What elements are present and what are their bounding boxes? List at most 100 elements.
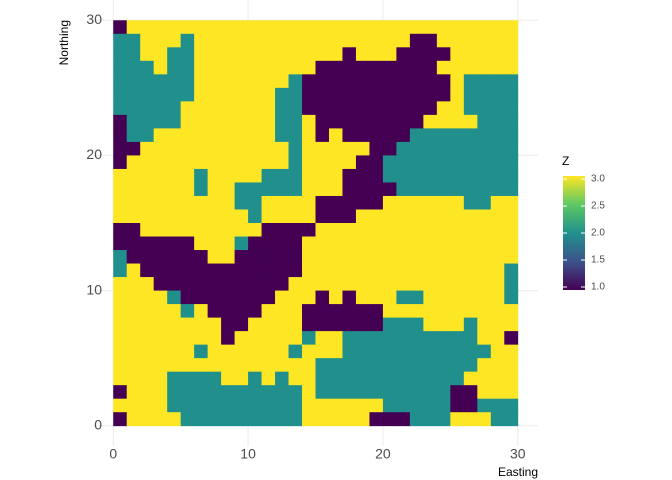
cell <box>248 304 262 319</box>
cell <box>194 358 209 373</box>
cell <box>275 33 289 48</box>
cell <box>288 33 303 48</box>
cell <box>342 114 357 129</box>
cell <box>423 20 438 35</box>
cell <box>180 101 195 116</box>
cell <box>504 412 519 427</box>
cell <box>180 60 195 75</box>
legend-label: 3.0 <box>591 174 605 185</box>
cell <box>423 277 438 291</box>
cell <box>463 344 478 359</box>
cell <box>369 277 384 291</box>
cell <box>342 182 357 197</box>
cell <box>315 317 330 332</box>
cell <box>369 344 384 359</box>
cell <box>234 263 249 278</box>
cell <box>315 385 330 400</box>
cell <box>167 344 182 359</box>
y-axis-title: Northing <box>57 20 71 65</box>
cell <box>153 101 168 116</box>
cell <box>207 47 222 62</box>
cell <box>423 33 438 48</box>
cell <box>396 168 411 183</box>
cell <box>396 263 411 278</box>
cell <box>342 141 357 156</box>
cell <box>490 371 505 386</box>
cell <box>194 304 209 319</box>
cell <box>207 209 222 224</box>
cell <box>328 317 343 332</box>
cell <box>477 398 492 413</box>
cell <box>221 195 235 210</box>
cell <box>261 195 276 210</box>
cell <box>382 141 397 156</box>
cell <box>167 358 182 373</box>
x-axis-title: Easting <box>498 465 538 479</box>
cell <box>126 20 141 35</box>
cell <box>355 344 370 359</box>
cell <box>355 223 370 237</box>
cell <box>248 290 262 305</box>
cell <box>355 128 370 143</box>
cell <box>180 371 195 386</box>
cell <box>436 168 451 183</box>
cell <box>261 33 276 48</box>
cell <box>248 412 262 427</box>
cell <box>450 33 465 48</box>
cell <box>477 371 492 386</box>
cell <box>248 385 262 400</box>
cell <box>167 101 182 116</box>
cell <box>194 47 209 62</box>
cell <box>423 331 438 346</box>
cell <box>221 155 235 170</box>
cell <box>504 250 519 264</box>
cell <box>207 250 222 264</box>
cell <box>328 182 343 197</box>
cell <box>302 358 316 373</box>
cell <box>342 195 357 210</box>
cell <box>504 223 519 237</box>
cell <box>288 101 303 116</box>
cell <box>396 60 411 75</box>
cell <box>113 331 128 346</box>
cell <box>275 87 289 102</box>
cell <box>463 155 478 170</box>
cell <box>221 398 235 413</box>
cell <box>463 290 478 305</box>
cell <box>463 101 478 116</box>
cell <box>436 344 451 359</box>
cell <box>180 385 195 400</box>
cell <box>450 209 465 224</box>
cell <box>207 263 222 278</box>
cell <box>328 47 343 62</box>
cell <box>504 263 519 278</box>
cell <box>315 398 330 413</box>
cell <box>140 263 155 278</box>
cell <box>450 182 465 197</box>
cell <box>490 263 505 278</box>
cell <box>477 209 492 224</box>
cell <box>140 371 155 386</box>
cell <box>463 60 478 75</box>
cell <box>477 128 492 143</box>
cell <box>409 304 424 319</box>
cell <box>382 155 397 170</box>
cell <box>450 141 465 156</box>
cell <box>302 141 316 156</box>
cell <box>355 195 370 210</box>
cell <box>355 47 370 62</box>
cell <box>153 114 168 129</box>
cell <box>221 344 235 359</box>
cell <box>126 304 141 319</box>
cell <box>275 344 289 359</box>
cell <box>490 141 505 156</box>
cell <box>180 317 195 332</box>
cell <box>342 101 357 116</box>
cell <box>302 277 316 291</box>
cell <box>140 398 155 413</box>
cell <box>221 182 235 197</box>
cell <box>234 47 249 62</box>
cell <box>113 168 128 183</box>
cell <box>167 33 182 48</box>
cell <box>126 155 141 170</box>
